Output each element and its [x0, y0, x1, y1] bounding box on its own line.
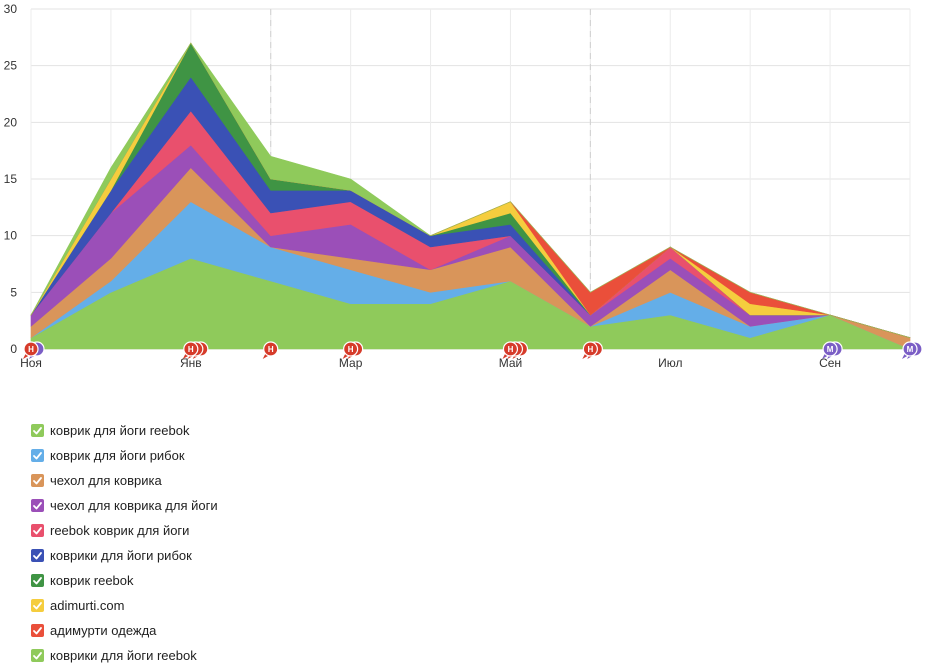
legend-checkbox-icon[interactable] — [31, 449, 44, 462]
legend-item[interactable]: коврики для йоги reebok — [31, 643, 218, 668]
event-marker: М — [822, 341, 843, 359]
chart-legend: коврик для йоги reebok коврик для йоги ри… — [31, 418, 218, 668]
event-marker: Н — [182, 341, 209, 359]
legend-item[interactable]: adimurti.com — [31, 593, 218, 618]
x-tick-label: Сен — [819, 356, 841, 370]
legend-item[interactable]: адимурти одежда — [31, 618, 218, 643]
stacked-area-chart: 0 5 10 15 20 25 30 Ноя Янв Мар Май Июл Сен Н Н Н Н Н Н М М — [4, 2, 923, 370]
legend-label: reebok коврик для йоги — [50, 523, 190, 538]
event-marker: Н — [582, 341, 603, 359]
marker-letter: М — [907, 345, 914, 354]
marker-dot — [822, 341, 838, 357]
legend-label: коврик для йоги reebok — [50, 423, 190, 438]
marker-dot — [902, 341, 918, 357]
y-tick-label: 0 — [10, 342, 17, 356]
marker-dot — [582, 341, 598, 357]
marker-letter: Н — [188, 345, 194, 354]
y-tick-label: 15 — [4, 172, 18, 186]
legend-label: адимурти одежда — [50, 623, 157, 638]
legend-item[interactable]: чехол для коврика — [31, 468, 218, 493]
marker-letter: М — [827, 345, 834, 354]
marker-dot — [343, 341, 359, 357]
marker-dot — [502, 341, 519, 357]
legend-label: коврик reebok — [50, 573, 134, 588]
marker-dot — [183, 341, 199, 357]
marker-letter: Н — [348, 345, 354, 354]
legend-checkbox-icon[interactable] — [31, 649, 44, 662]
y-tick-label: 25 — [4, 59, 18, 73]
y-tick-label: 30 — [4, 2, 18, 16]
legend-label: коврики для йоги reebok — [50, 648, 197, 663]
legend-label: коврики для йоги рибок — [50, 548, 192, 563]
marker-letter: Н — [508, 345, 514, 354]
legend-item[interactable]: коврики для йоги рибок — [31, 543, 218, 568]
legend-item[interactable]: коврик для йоги reebok — [31, 418, 218, 443]
legend-item[interactable]: reebok коврик для йоги — [31, 518, 218, 543]
legend-checkbox-icon[interactable] — [31, 549, 44, 562]
series-area — [30, 42, 911, 338]
legend-checkbox-icon[interactable] — [31, 624, 44, 637]
legend-label: коврик для йоги рибок — [50, 448, 185, 463]
legend-checkbox-icon[interactable] — [31, 474, 44, 487]
y-tick-label: 5 — [10, 285, 17, 299]
event-marker: М — [902, 341, 923, 359]
marker-dot — [23, 341, 39, 357]
legend-checkbox-icon[interactable] — [31, 524, 44, 537]
marker-letter: Н — [28, 345, 34, 354]
legend-label: adimurti.com — [50, 598, 125, 613]
x-tick-label: Мар — [339, 356, 363, 370]
event-marker: Н — [502, 341, 529, 359]
legend-checkbox-icon[interactable] — [31, 599, 44, 612]
x-tick-label: Янв — [180, 356, 202, 370]
x-tick-label: Июл — [658, 356, 682, 370]
legend-label: чехол для коврика — [50, 473, 162, 488]
marker-dot — [263, 341, 279, 357]
legend-item[interactable]: коврик reebok — [31, 568, 218, 593]
event-marker: Н — [342, 341, 364, 359]
legend-checkbox-icon[interactable] — [31, 574, 44, 587]
y-tick-label: 10 — [4, 229, 18, 243]
legend-item[interactable]: коврик для йоги рибок — [31, 443, 218, 468]
marker-letter: Н — [587, 345, 593, 354]
legend-checkbox-icon[interactable] — [31, 424, 44, 437]
event-marker: Н — [23, 341, 45, 359]
event-marker: Н — [262, 341, 279, 359]
legend-label: чехол для коврика для йоги — [50, 498, 218, 513]
x-tick-label: Ноя — [20, 356, 42, 370]
marker-letter: Н — [268, 345, 274, 354]
x-tick-label: Май — [499, 356, 523, 370]
legend-item[interactable]: чехол для коврика для йоги — [31, 493, 218, 518]
y-tick-label: 20 — [4, 115, 18, 129]
legend-checkbox-icon[interactable] — [31, 499, 44, 512]
